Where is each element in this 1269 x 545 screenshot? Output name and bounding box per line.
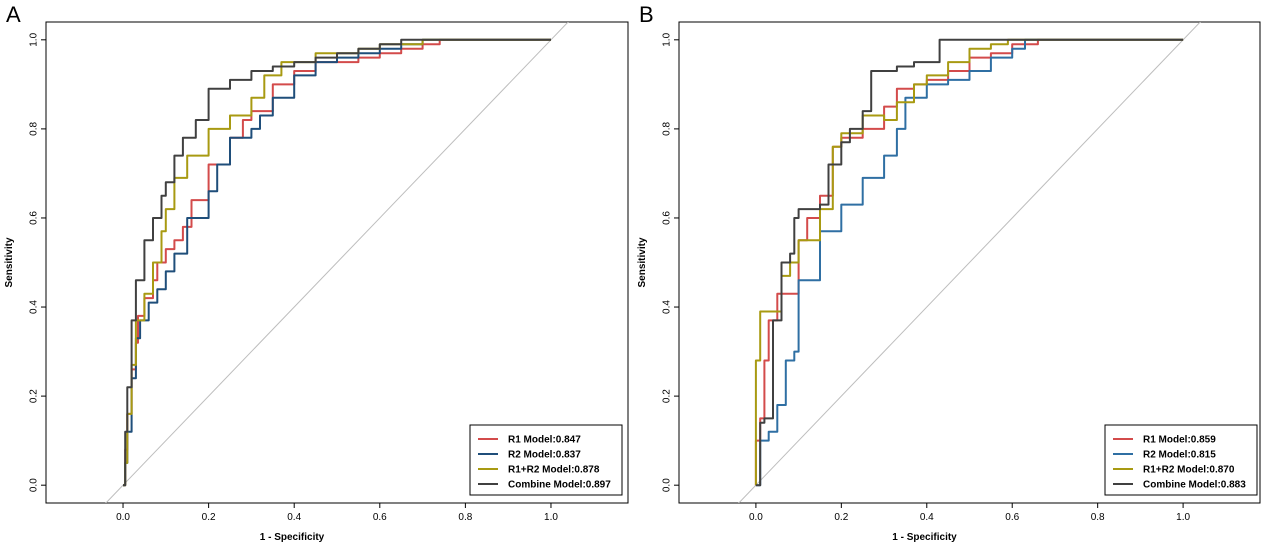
y-tick-label: 0.0 — [662, 478, 673, 492]
x-tick-label: 1.0 — [1176, 512, 1190, 523]
legend-entry: R1+R2 Model:0.870 — [1143, 465, 1235, 476]
y-tick-label: 1.0 — [662, 32, 673, 46]
panel-label-a: A — [6, 2, 21, 27]
roc-curve-2 — [755, 38, 1184, 487]
reference-diagonal — [738, 22, 1201, 503]
x-tick-label: 0.2 — [202, 512, 216, 523]
legend-entry: R2 Model:0.837 — [508, 450, 581, 461]
x-axis-label: 1 - Specificity — [892, 532, 957, 543]
roc-chart-a: 0.0 0.2 0.4 0.6 0.8 1.0 0.0 0.2 0.4 0.6 0.8 1.0 1 - … — [4, 21, 629, 543]
y-axis-label: Sensitivity — [637, 237, 648, 287]
x-tick-label: 1.0 — [544, 512, 558, 523]
y-tick-label: 0.8 — [662, 122, 673, 136]
y-tick-label: 0.4 — [29, 300, 40, 314]
x-tick-label: 0.6 — [1005, 512, 1019, 523]
plot-frame — [678, 21, 1261, 504]
legend-entry: R1+R2 Model:0.878 — [508, 465, 600, 476]
x-tick-label: 0.0 — [749, 512, 763, 523]
y-tick-label: 0.2 — [662, 389, 673, 403]
roc-panel-a: A 0.0 0.2 0.4 0.6 0.8 1.0 0.0 0.2 0.4 0.6 0.8 1.0 1 … — [4, 2, 629, 543]
panel-label-b: B — [639, 2, 654, 27]
legend-entry: R1 Model:0.847 — [508, 435, 581, 446]
y-tick-label: 0.8 — [29, 122, 40, 136]
y-tick-label: 0.0 — [29, 478, 40, 492]
x-tick-label: 0.2 — [834, 512, 848, 523]
x-tick-label: 0.0 — [116, 512, 130, 523]
legend-entry: R2 Model:0.815 — [1143, 450, 1216, 461]
y-tick-label: 0.2 — [29, 389, 40, 403]
y-tick-label: 1.0 — [29, 32, 40, 46]
legend-entry: Combine Model:0.897 — [508, 480, 611, 491]
roc-chart-b: 0.0 0.2 0.4 0.6 0.8 1.0 0.0 0.2 0.4 0.6 0.8 1.0 1 - … — [637, 21, 1261, 543]
roc-curve-4 — [755, 38, 1184, 487]
plot-frame — [45, 21, 629, 504]
x-tick-label: 0.4 — [920, 512, 934, 523]
roc-panel-b: B 0.0 0.2 0.4 0.6 0.8 1.0 0.0 0.2 0.4 0.6 0.8 1.0 1 … — [635, 0, 1269, 545]
y-tick-label: 0.4 — [662, 300, 673, 314]
x-tick-label: 0.4 — [287, 512, 301, 523]
legend-entry: R1 Model:0.859 — [1143, 435, 1216, 446]
legend-entry: Combine Model:0.883 — [1143, 480, 1246, 491]
x-tick-label: 0.8 — [458, 512, 472, 523]
roc-curve-1 — [754, 38, 1184, 486]
x-tick-label: 0.8 — [1091, 512, 1105, 523]
y-tick-label: 0.6 — [29, 211, 40, 225]
x-axis-label: 1 - Specificity — [260, 532, 325, 543]
reference-diagonal — [105, 22, 569, 503]
y-axis-label: Sensitivity — [4, 237, 15, 287]
roc-curve-4 — [123, 38, 551, 487]
y-tick-label: 0.6 — [662, 211, 673, 225]
x-tick-label: 0.6 — [373, 512, 387, 523]
